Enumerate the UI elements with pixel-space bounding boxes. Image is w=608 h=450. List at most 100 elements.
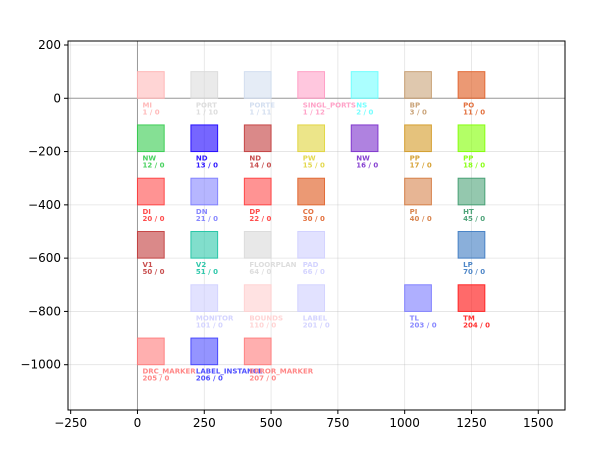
layer-name-label: MONITOR (196, 314, 234, 322)
layer-swatch (350, 71, 379, 99)
layer-name-label: BP (410, 101, 420, 109)
x-tick-label: 1250 (456, 416, 487, 430)
layer-name-label: FLOORPLAN (249, 261, 296, 269)
layer-name-label: ND (196, 155, 208, 163)
layer-name-label: PW (303, 155, 316, 163)
layer-count-label: 14 / 0 (249, 162, 271, 170)
layer-count-label: 18 / 0 (463, 162, 485, 170)
layer-name-label: HT (463, 208, 474, 216)
layer-name-label: PAD (303, 261, 319, 269)
layer-swatch (243, 284, 272, 312)
layer-count-label: 201 / 0 (303, 321, 330, 329)
x-ticks: −250 0 250 500 750 1000 1250 1500 (54, 410, 554, 430)
x-tick-label: 250 (193, 416, 216, 430)
layer-count-label: 11 / 0 (463, 108, 485, 116)
x-tick-label: 500 (260, 416, 283, 430)
layer-name-label: NW (142, 155, 156, 163)
layer-swatch (190, 177, 219, 206)
y-ticks: 200 0 −200 −400 −600 −800 −1000 (20, 38, 68, 372)
layer-count-label: 204 / 0 (463, 321, 490, 329)
y-tick-label: −400 (28, 198, 61, 212)
x-tick-label: 1500 (523, 416, 554, 430)
layer-count-label: 22 / 0 (249, 215, 271, 223)
layer-swatch (243, 337, 272, 366)
y-tick-label: 0 (53, 91, 61, 105)
layer-count-label: 70 / 0 (463, 268, 485, 276)
layer-swatch (243, 230, 272, 259)
layer-swatch (190, 124, 219, 153)
layer-swatch (404, 124, 432, 153)
layer-name-label: DRC_MARKER (142, 368, 196, 376)
layer-box: NS2 / 0 (350, 71, 379, 116)
layer-swatch (243, 71, 272, 99)
y-tick-label: −800 (28, 304, 61, 318)
layer-count-label: 1 / 10 (196, 108, 218, 116)
layer-name-label: PI (410, 208, 418, 216)
layer-swatch (457, 124, 486, 153)
layer-swatch (136, 177, 165, 206)
layer-count-label: 66 / 0 (303, 268, 325, 276)
layer-name-label: ND (249, 155, 261, 163)
layer-name-label: ERROR_MARKER (249, 368, 313, 376)
layer-name-label: PORT (196, 101, 217, 109)
plot-frame (67, 40, 566, 411)
layer-name-label: CO (303, 208, 314, 216)
layer-swatch (457, 230, 486, 259)
y-tick-label: −1000 (20, 358, 61, 372)
layer-name-label: DN (196, 208, 208, 216)
layer-swatch (190, 284, 219, 312)
layer-count-label: 12 / 0 (142, 162, 164, 170)
y-tick-label: −600 (28, 251, 61, 265)
layer-count-label: 2 / 0 (356, 108, 373, 116)
layer-count-label: 206 / 0 (196, 375, 223, 383)
layer-count-label: 15 / 0 (303, 162, 325, 170)
layer-name-label: MI (142, 101, 152, 109)
layer-name-label: PORTE (249, 101, 275, 109)
layer-swatch (457, 177, 486, 206)
layer-name-label: TL (410, 314, 420, 322)
layer-count-label: 203 / 0 (410, 321, 437, 329)
layer-name-label: DP (249, 208, 260, 216)
layer-name-label: DI (142, 208, 150, 216)
layer-swatch (457, 71, 486, 99)
layer-count-label: 110 / 0 (249, 321, 276, 329)
x-tick-label: 750 (326, 416, 349, 430)
layer-box: BP3 / 0 (404, 71, 432, 116)
layer-count-label: 45 / 0 (463, 215, 485, 223)
layer-swatch (190, 337, 219, 366)
layer-count-label: 30 / 0 (303, 215, 325, 223)
layer-count-label: 1 / 12 (303, 108, 325, 116)
layer-swatch (136, 337, 165, 366)
layer-swatch (297, 71, 326, 99)
layer-name-label: PO (463, 101, 474, 109)
layer-count-label: 40 / 0 (410, 215, 432, 223)
layer-count-label: 64 / 0 (249, 268, 271, 276)
layer-swatch (297, 124, 326, 153)
layer-swatch (404, 177, 432, 206)
x-tick-label: 1000 (389, 416, 420, 430)
layer-swatch (136, 230, 165, 259)
layer-count-label: 51 / 0 (196, 268, 218, 276)
layer-swatch (457, 284, 486, 312)
layer-swatch (297, 177, 326, 206)
